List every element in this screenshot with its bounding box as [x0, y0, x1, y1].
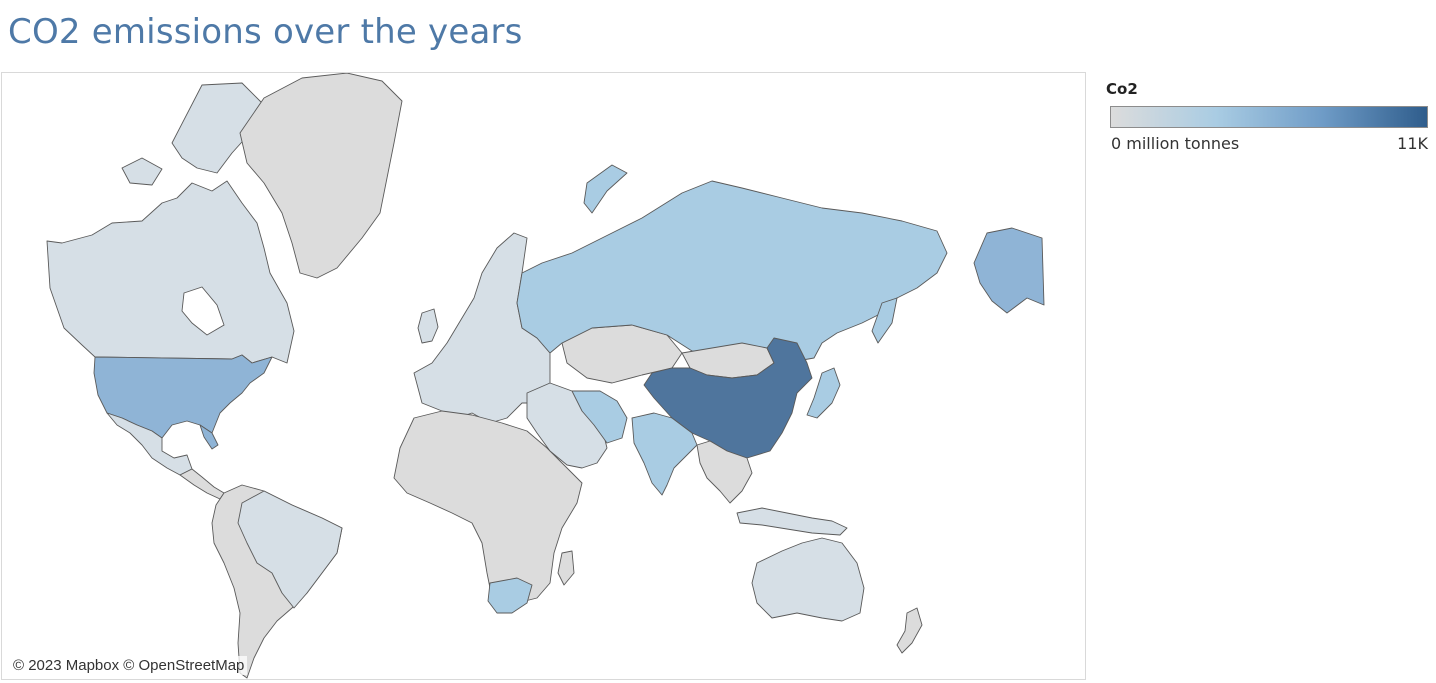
country-russia[interactable] — [516, 180, 948, 362]
country-southeast-asia[interactable] — [696, 440, 753, 504]
map-canvas[interactable] — [2, 73, 1086, 680]
country-madagascar[interactable] — [557, 550, 575, 586]
country-greenland[interactable] — [239, 73, 403, 279]
legend-color-ramp — [1110, 106, 1428, 128]
country-canada-islands[interactable] — [171, 82, 263, 174]
country-africa[interactable] — [393, 410, 583, 604]
country-iran[interactable] — [571, 390, 628, 444]
page-title: CO2 emissions over the years — [8, 12, 523, 52]
country-usa-florida[interactable] — [199, 424, 219, 450]
country-russia-islands[interactable] — [583, 164, 628, 214]
country-india[interactable] — [631, 412, 698, 496]
legend-min-label: 0 million tonnes — [1111, 134, 1240, 153]
country-australia[interactable] — [751, 537, 865, 622]
legend-max-label: 11K — [1397, 134, 1428, 153]
country-central-america[interactable] — [179, 468, 225, 500]
country-uk[interactable] — [417, 308, 439, 344]
country-indonesia[interactable] — [736, 507, 848, 536]
country-mexico[interactable] — [106, 412, 193, 476]
map-attribution: © 2023 Mapbox © OpenStreetMap — [10, 656, 248, 675]
color-legend: Co2 0 million tonnes 11K — [1106, 80, 1428, 154]
country-new-zealand[interactable] — [896, 607, 923, 654]
country-russia-kamchatka[interactable] — [871, 297, 898, 344]
legend-title: Co2 — [1106, 80, 1138, 98]
country-south-africa[interactable] — [487, 577, 533, 614]
country-canada-island-2[interactable] — [121, 157, 163, 186]
country-brazil[interactable] — [237, 490, 343, 609]
world-map[interactable]: © 2023 Mapbox © OpenStreetMap — [1, 72, 1086, 680]
country-japan[interactable] — [806, 367, 841, 419]
country-canada[interactable] — [46, 180, 295, 364]
country-alaska[interactable] — [973, 227, 1045, 314]
